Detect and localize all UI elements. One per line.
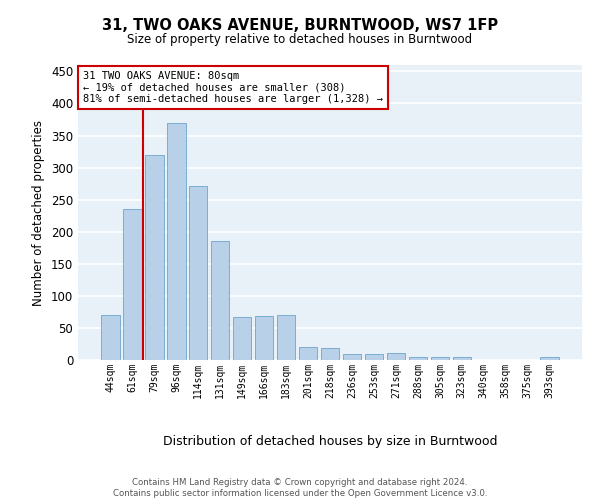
Bar bbox=[320, 348, 340, 360]
Text: 31, TWO OAKS AVENUE, BURNTWOOD, WS7 1FP: 31, TWO OAKS AVENUE, BURNTWOOD, WS7 1FP bbox=[102, 18, 498, 32]
Bar bbox=[255, 316, 274, 360]
Bar bbox=[123, 210, 142, 360]
Bar bbox=[431, 358, 449, 360]
Bar bbox=[277, 315, 295, 360]
Text: Distribution of detached houses by size in Burntwood: Distribution of detached houses by size … bbox=[163, 435, 497, 448]
Bar bbox=[386, 353, 405, 360]
Bar bbox=[145, 155, 164, 360]
Bar bbox=[211, 242, 229, 360]
Bar bbox=[452, 358, 471, 360]
Text: Size of property relative to detached houses in Burntwood: Size of property relative to detached ho… bbox=[127, 32, 473, 46]
Bar bbox=[365, 354, 383, 360]
Y-axis label: Number of detached properties: Number of detached properties bbox=[32, 120, 46, 306]
Bar bbox=[233, 317, 251, 360]
Bar bbox=[189, 186, 208, 360]
Text: Contains HM Land Registry data © Crown copyright and database right 2024.
Contai: Contains HM Land Registry data © Crown c… bbox=[113, 478, 487, 498]
Bar bbox=[167, 122, 185, 360]
Bar bbox=[101, 315, 119, 360]
Bar bbox=[541, 357, 559, 360]
Bar bbox=[343, 354, 361, 360]
Text: 31 TWO OAKS AVENUE: 80sqm
← 19% of detached houses are smaller (308)
81% of semi: 31 TWO OAKS AVENUE: 80sqm ← 19% of detac… bbox=[83, 71, 383, 104]
Bar bbox=[409, 357, 427, 360]
Bar bbox=[299, 347, 317, 360]
